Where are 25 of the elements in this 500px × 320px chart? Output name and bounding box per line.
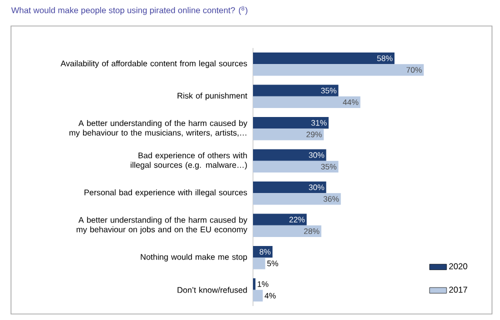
bar bbox=[253, 258, 266, 270]
bar bbox=[253, 214, 307, 226]
bar bbox=[253, 290, 263, 302]
legend-label: 2017 bbox=[449, 286, 468, 293]
legend-label: 2020 bbox=[449, 263, 468, 270]
y-tick-label: Personal bad experience with illegal sources bbox=[84, 189, 248, 197]
y-tick-label: A better understanding of the harm caused by my behaviour to the musicians, writers, artists,… bbox=[69, 120, 248, 138]
y-tick-label: Risk of punishment bbox=[178, 92, 248, 100]
bar bbox=[253, 117, 329, 129]
bar bbox=[253, 182, 326, 194]
bar bbox=[253, 64, 424, 76]
y-tick-label: Bad experience of others with illegal sources (e.g. malware…) bbox=[130, 152, 247, 170]
y-tick-label: Nothing would make me stop bbox=[140, 254, 247, 262]
bar bbox=[253, 225, 322, 237]
bar bbox=[253, 96, 360, 108]
bar bbox=[253, 84, 338, 96]
bar bbox=[253, 149, 326, 161]
y-tick-label: Availability of affordable content from legal sources bbox=[60, 60, 248, 68]
text: What would make people stop using pirated online content? ($^{8}$) bbox=[11, 6, 248, 15]
bar bbox=[253, 193, 341, 205]
bar bbox=[253, 52, 394, 64]
y-tick-label: A better understanding of the harm caused by my behaviour on jobs and on the EU economy bbox=[76, 216, 248, 234]
bar bbox=[253, 160, 338, 172]
bar bbox=[253, 128, 324, 140]
y-tick-label: Don’t know/refused bbox=[178, 286, 247, 293]
